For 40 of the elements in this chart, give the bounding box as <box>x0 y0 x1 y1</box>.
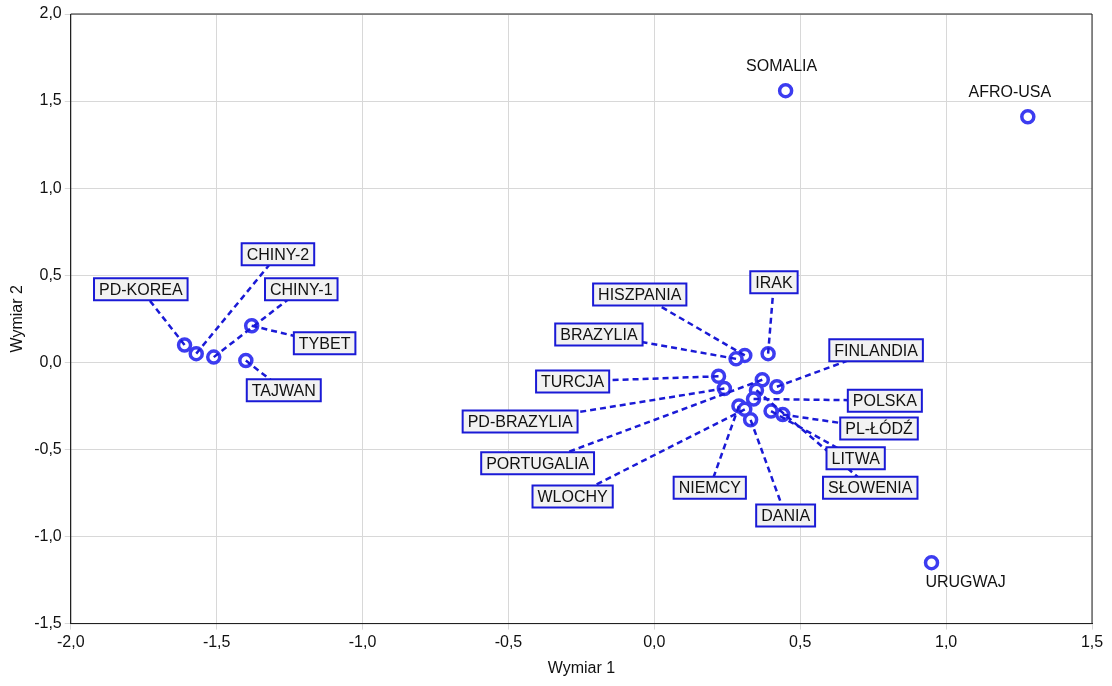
annotation: HISZPANIA <box>598 285 682 303</box>
x-axis-title: Wymiar 1 <box>547 658 616 676</box>
x-tick-label: 0,0 <box>643 632 666 650</box>
x-tick-label: 1,5 <box>1080 632 1104 650</box>
annotation: SOMALIA <box>746 57 818 75</box>
annotation: IRAK <box>755 273 793 291</box>
annotation: BRAZYLIA <box>560 325 638 343</box>
x-tick-label: -1,5 <box>202 632 231 650</box>
annotation: DANIA <box>761 507 811 525</box>
x-tick-label: -2,0 <box>56 632 85 650</box>
annotation: CHINY-2 <box>246 245 310 263</box>
y-tick-label: -0,5 <box>34 439 62 457</box>
annotation: WLOCHY <box>537 487 609 505</box>
annotation: URUGWAJ <box>925 573 1006 591</box>
annotation: PORTUGALIA <box>486 454 590 472</box>
annotation: PL-ŁÓDŹ <box>845 418 914 437</box>
annotation: NIEMCY <box>678 479 742 497</box>
y-tick-label: 0,5 <box>39 265 62 283</box>
y-tick-label: 1,0 <box>39 178 62 196</box>
annotation: TURCJA <box>541 372 605 390</box>
y-tick-label: 2,0 <box>39 4 62 22</box>
y-tick-label: 0,0 <box>39 352 62 370</box>
y-tick-label: -1,0 <box>34 526 62 544</box>
x-tick-label: -0,5 <box>494 632 523 650</box>
annotation: PD-KOREA <box>99 280 183 298</box>
y-tick-label: 1,5 <box>39 91 62 109</box>
annotation: SŁOWENIA <box>828 479 913 497</box>
annotation: CHINY-1 <box>270 280 333 298</box>
x-tick-label: 1,0 <box>934 632 958 650</box>
annotation: LITWA <box>831 449 881 467</box>
annotation: TYBET <box>298 334 351 352</box>
annotation: PD-BRAZYLIA <box>467 412 573 430</box>
annotation: POLSKA <box>852 392 918 410</box>
y-tick-label: -1,5 <box>34 614 62 632</box>
x-tick-label: -1,0 <box>348 632 377 650</box>
annotation: AFRO-USA <box>968 83 1052 101</box>
annotation: TAJWAN <box>251 381 316 399</box>
y-axis-title: Wymiar 2 <box>8 285 26 353</box>
x-tick-label: 0,5 <box>789 632 812 650</box>
annotation: FINLANDIA <box>834 341 919 359</box>
